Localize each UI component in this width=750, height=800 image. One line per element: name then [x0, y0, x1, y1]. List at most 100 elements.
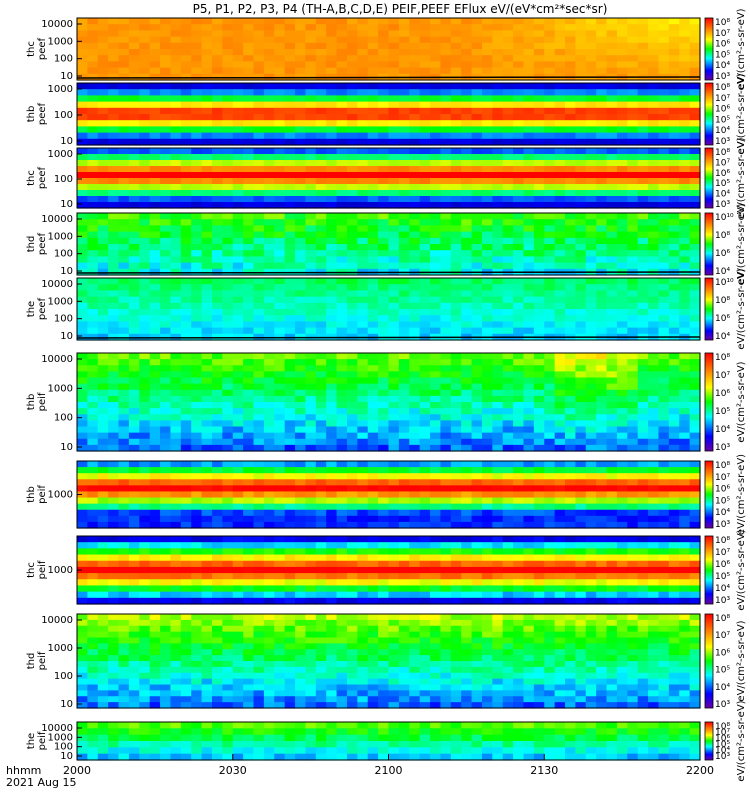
spectrogram-cell: [585, 296, 597, 304]
spectrogram-cell: [367, 302, 379, 310]
spectrogram-cell: [440, 327, 452, 335]
spectrogram-cell: [575, 389, 587, 397]
spectrogram-cell: [315, 491, 327, 499]
spectrogram-cell: [616, 107, 628, 115]
spectrogram-cell: [118, 114, 130, 121]
spectrogram-cell: [450, 83, 462, 90]
y-tick-label: 1000: [48, 383, 73, 394]
spectrogram-cell: [170, 597, 182, 605]
spectrogram-cell: [513, 389, 525, 397]
spectrogram-cell: [648, 196, 660, 203]
spectrogram-cell: [315, 509, 327, 517]
spectrogram-cell: [398, 377, 410, 385]
spectrogram-cell: [409, 120, 421, 127]
spectrogram-cell: [253, 560, 265, 568]
spectrogram-cell: [139, 365, 151, 372]
spectrogram-cell: [419, 160, 431, 167]
spectrogram-cell: [440, 290, 452, 298]
spectrogram-cell: [378, 438, 390, 446]
spectrogram-cell: [533, 138, 545, 146]
spectrogram-cell: [533, 461, 545, 468]
spectrogram-cell: [191, 166, 203, 173]
spectrogram-cell: [253, 138, 265, 146]
spectrogram-cell: [336, 55, 348, 62]
spectrogram-cell: [367, 120, 379, 127]
spectrogram-cell: [471, 154, 483, 161]
spectrogram-cell: [367, 67, 379, 75]
spectrogram-cell: [284, 24, 296, 31]
spectrogram-cell: [243, 591, 255, 599]
spectrogram-cell: [668, 49, 680, 56]
spectrogram-cell: [513, 278, 525, 285]
spectrogram-cell: [118, 225, 130, 233]
spectrogram-cell: [409, 327, 421, 335]
spectrogram-cell: [305, 536, 317, 543]
spectrogram-cell: [243, 560, 255, 568]
spectrogram-cell: [533, 101, 545, 109]
spectrogram-cell: [606, 290, 618, 298]
spectrogram-cell: [315, 250, 327, 257]
spectrogram-cell: [326, 231, 338, 239]
spectrogram-cell: [346, 408, 358, 415]
spectrogram-cell: [305, 196, 317, 203]
spectrogram-cell: [315, 262, 327, 270]
spectrogram-cell: [243, 138, 255, 146]
spectrogram-cell: [97, 461, 109, 468]
spectrogram-cell: [648, 213, 660, 220]
spectrogram-cell: [232, 296, 244, 304]
spectrogram-cell: [211, 321, 223, 329]
spectrogram-cell: [544, 365, 556, 372]
spectrogram-cell: [565, 473, 576, 480]
spectrogram-cell: [398, 515, 410, 523]
spectrogram-cell: [160, 160, 172, 167]
spectrogram-cell: [336, 327, 348, 335]
spectrogram-cell: [128, 509, 140, 517]
spectrogram-cell: [180, 371, 192, 379]
colorbar-tick-label: 10³: [715, 520, 730, 530]
colorbar-unit-label: eV/(cm²-s-sr-eV): [736, 73, 747, 154]
spectrogram-cell: [440, 89, 452, 96]
spectrogram-cell: [201, 36, 213, 44]
spectrogram-cell: [284, 444, 296, 452]
spectrogram-cell: [357, 395, 369, 403]
spectrogram-cell: [575, 485, 587, 493]
spectrogram-cell: [160, 36, 172, 44]
colorbar-tick-label: 10⁵: [715, 496, 730, 506]
spectrogram-cell: [523, 479, 535, 486]
spectrogram-cell: [201, 284, 213, 291]
spectrogram-cell: [565, 262, 576, 270]
spectrogram-cell: [222, 365, 234, 372]
spectrogram-cell: [533, 473, 545, 480]
spectrogram-cell: [679, 485, 691, 493]
spectrogram-cell: [481, 231, 493, 239]
spectrogram-cell: [606, 503, 618, 511]
spectrogram-cell: [357, 166, 369, 173]
spectrogram-cell: [97, 414, 109, 421]
spectrogram-cell: [481, 256, 493, 264]
spectrogram-cell: [533, 315, 545, 322]
spectrogram-cell: [658, 225, 670, 233]
spectrogram-cell: [513, 190, 525, 197]
spectrogram-cell: [305, 321, 317, 329]
spectrogram-cell: [367, 237, 379, 245]
spectrogram-cell: [450, 402, 462, 409]
spectrogram-cell: [87, 591, 99, 599]
spectrogram-cell: [77, 95, 88, 103]
spectrogram-cell: [326, 55, 338, 62]
spectrogram-cell: [263, 83, 275, 90]
spectrogram-cell: [232, 24, 244, 31]
spectrogram-cell: [263, 160, 275, 167]
spectrogram-cell: [336, 184, 348, 191]
spectrogram-cell: [492, 383, 504, 391]
spectrogram-cell: [575, 420, 587, 428]
spectrogram-cell: [191, 42, 203, 50]
spectrogram-cell: [170, 383, 182, 391]
spectrogram-cell: [481, 196, 493, 203]
spectrogram-cell: [232, 55, 244, 62]
spectrogram-cell: [357, 30, 369, 38]
spectrogram-cell: [544, 95, 556, 103]
spectrogram-cell: [305, 67, 317, 75]
spectrogram-cell: [346, 154, 358, 161]
spectrogram-cell: [513, 515, 525, 523]
